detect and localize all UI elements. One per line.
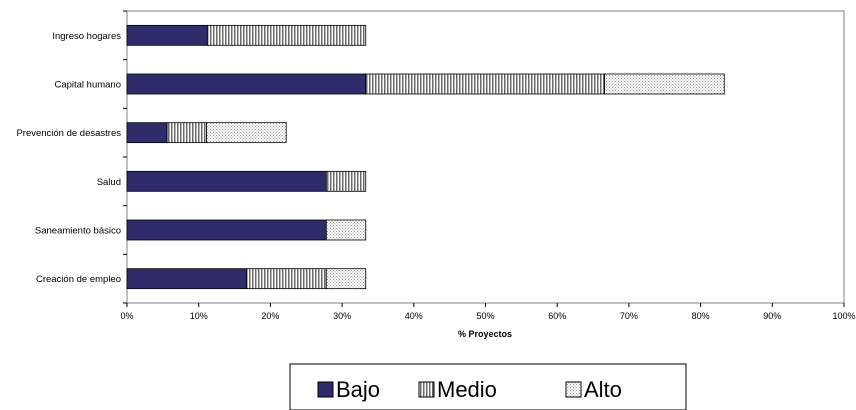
bar-bajo-5 xyxy=(126,219,327,241)
legend-swatch-medio xyxy=(418,381,435,398)
bar-bajo-6 xyxy=(126,268,248,290)
bar-alto-3 xyxy=(206,122,287,144)
bar-bajo-1 xyxy=(126,24,208,46)
legend-box xyxy=(289,363,687,410)
legend: Bajo Medio Alto xyxy=(289,363,687,410)
bar-medio-2 xyxy=(365,73,605,95)
x-tick-label: 70% xyxy=(620,311,638,321)
bar-alto-2 xyxy=(604,73,725,95)
x-tick-label: 50% xyxy=(476,311,494,321)
x-tick-label: 20% xyxy=(261,311,279,321)
legend-swatch-bajo xyxy=(317,381,334,398)
bar-bajo-2 xyxy=(126,73,367,95)
bar-alto-5 xyxy=(325,219,367,241)
bar-bajo-3 xyxy=(126,122,168,144)
category-label: Creación de empleo xyxy=(36,274,121,285)
legend-label-medio: Medio xyxy=(437,377,497,402)
x-tick-label: 80% xyxy=(692,311,710,321)
legend-label-alto: Alto xyxy=(584,377,622,402)
x-tick-label: 0% xyxy=(120,311,133,321)
category-label: Capital humano xyxy=(54,80,121,91)
x-tick-label: 40% xyxy=(405,311,423,321)
bar-medio-3 xyxy=(166,122,207,144)
legend-label-bajo: Bajo xyxy=(336,377,380,402)
bar-alto-6 xyxy=(325,268,367,290)
category-label: Saneamiento básico xyxy=(35,226,121,237)
bar-medio-6 xyxy=(246,268,327,290)
bars-group xyxy=(126,24,725,290)
category-label: Prevención de desastres xyxy=(16,128,121,139)
x-tick-label: 30% xyxy=(333,311,351,321)
x-tick-label: 100% xyxy=(832,311,855,321)
plot-area xyxy=(126,10,845,304)
x-tick-label: 90% xyxy=(763,311,781,321)
category-labels: Ingreso hogares Capital humano Prevención … xyxy=(16,10,127,304)
x-tick-label: 60% xyxy=(548,311,566,321)
category-label: Ingreso hogares xyxy=(52,31,121,42)
x-axis-title: % Proyectos xyxy=(458,329,512,339)
bar-medio-4 xyxy=(325,170,367,192)
bar-medio-1 xyxy=(206,24,367,46)
x-tick-label: 10% xyxy=(190,311,208,321)
legend-swatch-alto xyxy=(565,381,582,398)
x-axis-ticks: 0% 10% 20% 30% 40% 50% 60% 70% 80% 90% 100% xyxy=(120,303,856,321)
bar-bajo-4 xyxy=(126,170,327,192)
category-label: Salud xyxy=(97,177,121,188)
